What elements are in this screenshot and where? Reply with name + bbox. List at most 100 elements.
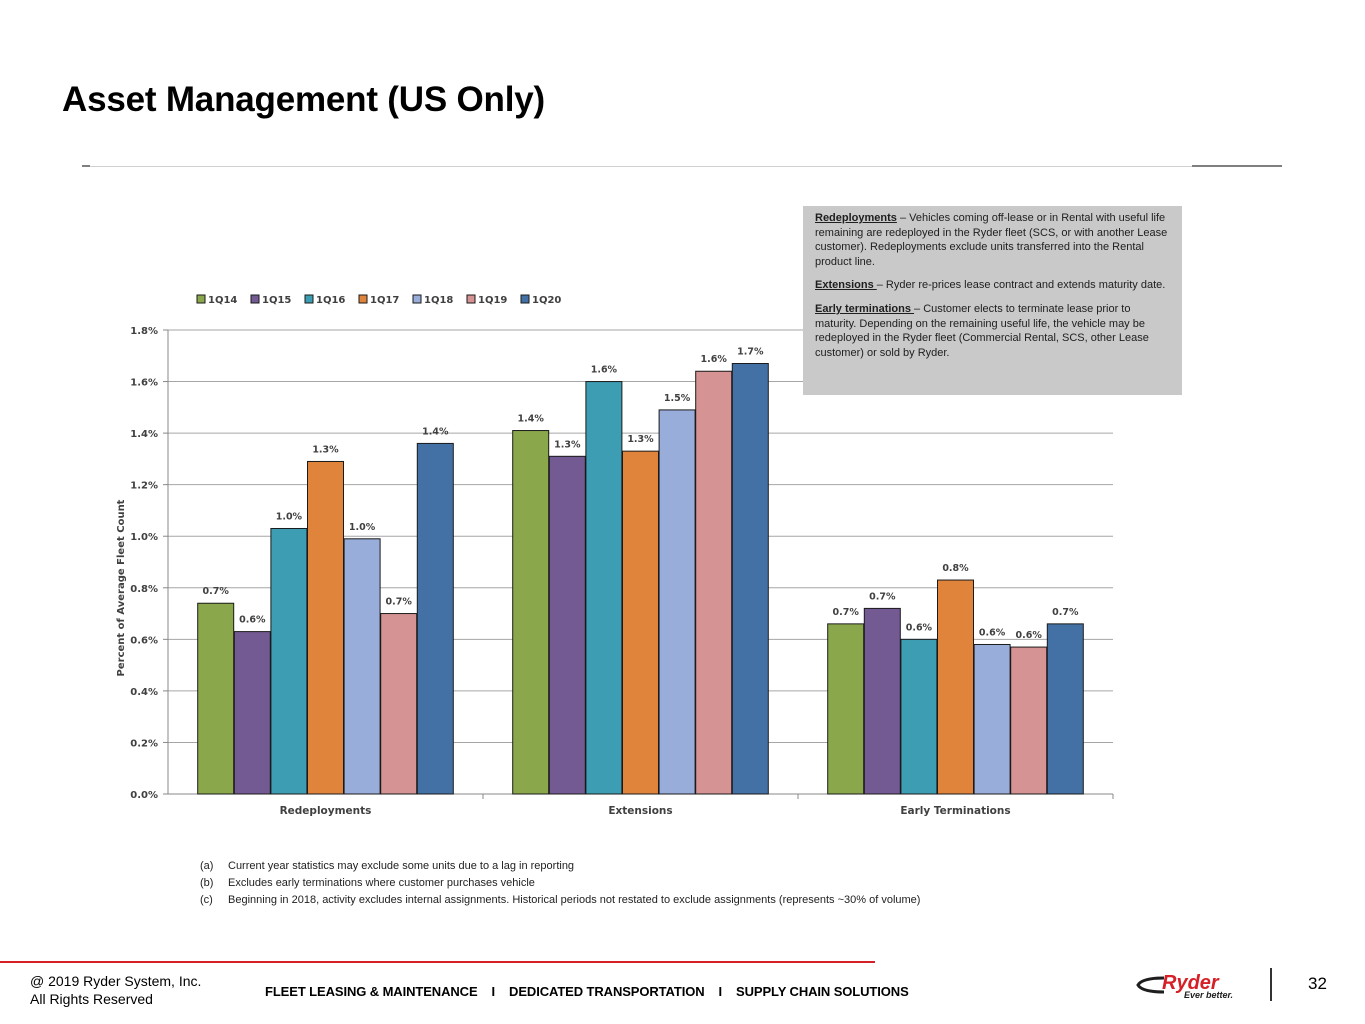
data-label: 1.7%	[737, 347, 764, 358]
bar-1Q18-0	[343, 538, 381, 795]
ryder-logo: Ryder Ever better.	[1136, 972, 1246, 1002]
data-label: 1.3%	[312, 444, 339, 455]
data-label: 1.5%	[664, 393, 691, 404]
data-label: 1.4%	[422, 426, 449, 437]
bar-1Q18-2	[973, 643, 1011, 795]
legend-label-1Q14: 1Q14	[208, 295, 237, 306]
footer-nav-separator: I	[718, 984, 723, 999]
legend-swatch-1Q16	[304, 294, 314, 304]
text-early-terminations: – Customer elects to terminate lease pri…	[815, 302, 1149, 359]
data-label: 1.4%	[518, 414, 545, 425]
term-early-terminations: Early terminations	[815, 302, 915, 315]
footnote-b: (b) Excludes early terminations where cus…	[200, 875, 920, 892]
footer-nav-separator: I	[491, 984, 496, 999]
definition-redeployments: Redeployments – Vehicles coming off-leas…	[815, 211, 1172, 269]
bar-1Q20-0	[416, 442, 454, 795]
bar-1Q15-2	[863, 607, 901, 795]
text-extensions: – Ryder re-prices lease contract and ext…	[876, 279, 1166, 292]
copyright: @ 2019 Ryder System, Inc. All Rights Res…	[30, 972, 201, 1008]
legend-label-1Q17: 1Q17	[370, 295, 399, 306]
bar-1Q16-1	[585, 381, 623, 795]
footer-vertical-divider	[1270, 968, 1272, 1001]
data-label: 1.3%	[554, 439, 581, 450]
term-redeployments: Redeployments	[815, 212, 897, 224]
y-tick-label: 1.8%	[130, 326, 158, 337]
legend-swatch-1Q18	[412, 294, 422, 304]
bar-1Q18-1	[658, 409, 696, 795]
definition-early-terminations: Early terminations – Customer elects to …	[815, 302, 1172, 360]
bar-1Q16-0	[270, 527, 308, 795]
logo-swoosh-icon	[1136, 976, 1165, 994]
data-label: 0.7%	[833, 607, 860, 618]
legend-label-1Q19: 1Q19	[478, 295, 507, 306]
y-tick-label: 0.0%	[130, 790, 158, 801]
title-divider-tick-left	[82, 165, 90, 167]
definitions-box: Redeployments – Vehicles coming off-leas…	[803, 206, 1182, 395]
y-tick-label: 1.6%	[130, 378, 158, 389]
bar-1Q14-0	[197, 602, 235, 795]
y-tick-label: 1.2%	[130, 481, 158, 492]
definition-extensions: Extensions – Ryder re-prices lease contr…	[815, 278, 1172, 293]
x-tick-label: Early Terminations	[900, 805, 1010, 817]
x-tick-label: Redeployments	[280, 805, 372, 817]
footer-divider	[0, 961, 875, 963]
slide-title: Asset Management (US Only)	[62, 80, 545, 119]
title-divider	[84, 166, 1282, 167]
legend-swatch-1Q19	[466, 294, 476, 304]
footer-nav: FLEET LEASING & MAINTENANCE I DEDICATED TR…	[265, 984, 909, 999]
bar-1Q14-2	[827, 623, 865, 795]
legend-swatch-1Q20	[520, 294, 530, 304]
footnote-c: (c) Beginning in 2018, activity excludes …	[200, 892, 920, 909]
data-label: 0.7%	[386, 597, 413, 608]
footer-nav-fleet-leasing: FLEET LEASING & MAINTENANCE	[265, 984, 478, 999]
y-tick-label: 1.0%	[130, 532, 158, 543]
x-tick-label: Extensions	[608, 805, 672, 817]
y-tick-label: 0.6%	[130, 635, 158, 646]
bar-1Q17-0	[307, 460, 344, 795]
data-label: 1.6%	[701, 354, 728, 365]
data-label: 0.6%	[906, 622, 933, 633]
footnote-mark: (a)	[200, 860, 214, 872]
data-label: 0.6%	[979, 627, 1006, 638]
footnote-text: Current year statistics may exclude some…	[228, 860, 575, 872]
footnote-text: Beginning in 2018, activity excludes int…	[228, 894, 921, 906]
bar-1Q17-1	[622, 450, 659, 795]
legend-swatch-1Q15	[250, 294, 260, 304]
copyright-line-1: @ 2019 Ryder System, Inc.	[30, 973, 202, 989]
title-divider-tick-right	[1192, 165, 1282, 167]
logo-tagline: Ever better.	[1184, 990, 1234, 1000]
y-tick-label: 0.2%	[130, 738, 158, 749]
legend-label-1Q16: 1Q16	[316, 295, 345, 306]
y-tick-label: 1.4%	[130, 429, 158, 440]
legend-swatch-1Q14	[196, 294, 206, 304]
bar-1Q15-0	[233, 631, 271, 795]
y-axis-title: Percent of Average Fleet Count	[116, 499, 127, 676]
bar-1Q19-1	[695, 370, 733, 795]
data-label: 0.7%	[869, 591, 896, 602]
bar-1Q17-2	[937, 579, 974, 795]
bar-1Q15-1	[548, 455, 586, 795]
bar-1Q14-1	[512, 430, 550, 795]
data-label: 0.7%	[1052, 607, 1079, 618]
bar-1Q19-0	[380, 613, 418, 795]
footnote-mark: (c)	[200, 894, 213, 906]
footer-nav-supply-chain: SUPPLY CHAIN SOLUTIONS	[736, 984, 909, 999]
legend-label-1Q15: 1Q15	[262, 295, 291, 306]
legend-swatch-1Q17	[358, 294, 368, 304]
text-redeployments: – Vehicles coming off-lease or in Rental…	[815, 212, 1168, 268]
footnote-a: (a) Current year statistics may exclude s…	[200, 858, 920, 875]
footer-nav-dedicated-transportation: DEDICATED TRANSPORTATION	[509, 984, 705, 999]
page-number: 32	[1308, 974, 1327, 993]
data-label: 0.8%	[942, 563, 969, 574]
bar-1Q20-2	[1046, 623, 1084, 795]
data-label: 1.0%	[349, 522, 376, 533]
term-extensions: Extensions	[815, 279, 877, 292]
y-tick-label: 0.8%	[130, 584, 158, 595]
legend-label-1Q18: 1Q18	[424, 295, 453, 306]
bar-1Q16-2	[900, 638, 938, 795]
data-label: 0.6%	[1016, 630, 1043, 641]
data-label: 0.7%	[203, 586, 230, 597]
bar-1Q20-1	[731, 363, 769, 795]
bar-1Q19-2	[1010, 646, 1048, 795]
logo-wordmark: Ryder	[1162, 972, 1219, 994]
